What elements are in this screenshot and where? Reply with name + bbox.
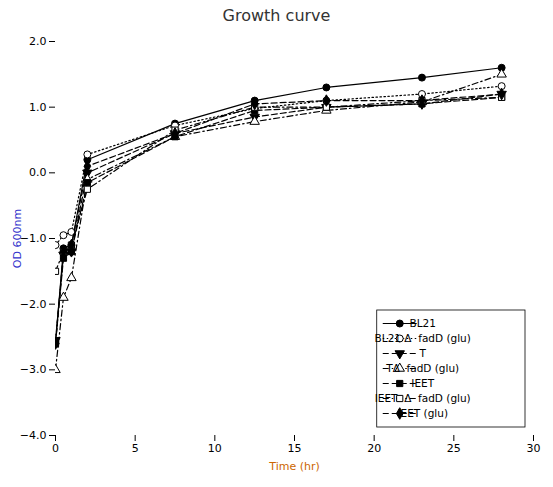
svg-text:2.0: 2.0 <box>29 35 47 48</box>
svg-text:−3.0: −3.0 <box>20 363 47 376</box>
svg-text:0.0: 0.0 <box>29 166 47 179</box>
svg-text:30: 30 <box>527 442 541 455</box>
svg-text:−1.0: −1.0 <box>19 232 47 245</box>
svg-text:IEET Δ fadD (glu): IEET Δ fadD (glu) <box>375 392 471 404</box>
svg-text:1.0: 1.0 <box>29 101 47 114</box>
svg-text:T: T <box>419 347 427 359</box>
svg-text:10: 10 <box>208 442 222 455</box>
svg-text:20: 20 <box>367 442 381 455</box>
svg-text:BL21 Δ fadD (glu): BL21 Δ fadD (glu) <box>375 332 471 344</box>
svg-text:OD 600nm: OD 600nm <box>11 209 24 268</box>
svg-text:−4.0: −4.0 <box>20 429 47 442</box>
svg-text:25: 25 <box>447 442 461 455</box>
svg-text:TΔ fadD (glu): TΔ fadD (glu) <box>385 362 459 374</box>
svg-text:15: 15 <box>288 442 302 455</box>
svg-text:Time (hr): Time (hr) <box>268 460 320 473</box>
svg-text:BL21: BL21 <box>410 317 436 329</box>
svg-text:−2.0: −2.0 <box>20 298 47 311</box>
html-text:Growth curve: Growth curve <box>222 6 331 25</box>
svg-text:IEET: IEET <box>411 377 434 389</box>
svg-text:5: 5 <box>132 442 139 455</box>
svg-text:IEET (glu): IEET (glu) <box>397 407 448 419</box>
svg-text:0: 0 <box>52 442 59 455</box>
